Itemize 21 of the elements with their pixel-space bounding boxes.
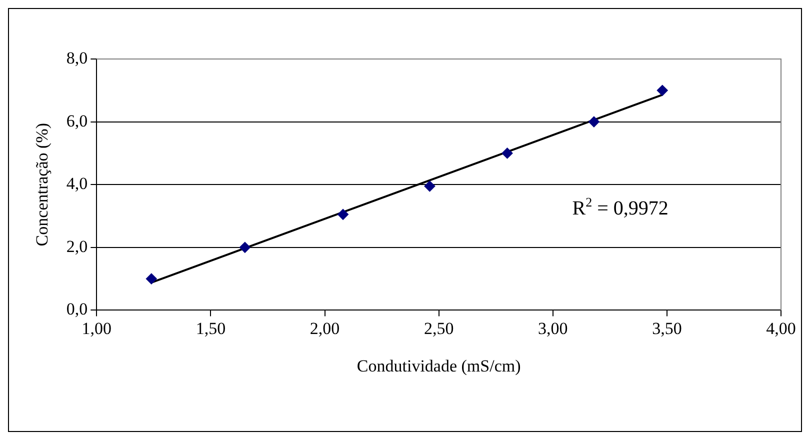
point [656,84,668,96]
x-tick-label: 1,00 [82,318,112,338]
x-axis-title: Condutividade (mS/cm) [356,356,521,376]
x-tick-label: 2,50 [424,318,454,338]
point [146,273,157,284]
x-tick-label: 3,00 [538,318,568,338]
y-tick-label: 0,0 [66,300,88,319]
point [502,148,513,159]
point [588,116,600,128]
x-tick-label: 1,50 [196,318,226,338]
y-tick-label: 6,0 [66,111,88,130]
x-tick-label: 2,00 [310,318,340,338]
point [239,242,250,253]
x-tick-label: 3,50 [652,318,682,338]
y-tick-label: 2,0 [66,236,88,256]
x-tick-label: 4,00 [766,318,796,338]
y-tick-label: 4,0 [66,174,88,194]
y-tick-label: 8,0 [66,48,88,68]
point [424,180,436,192]
point [338,208,349,220]
y-axis-title: Concentração (%) [32,123,52,246]
